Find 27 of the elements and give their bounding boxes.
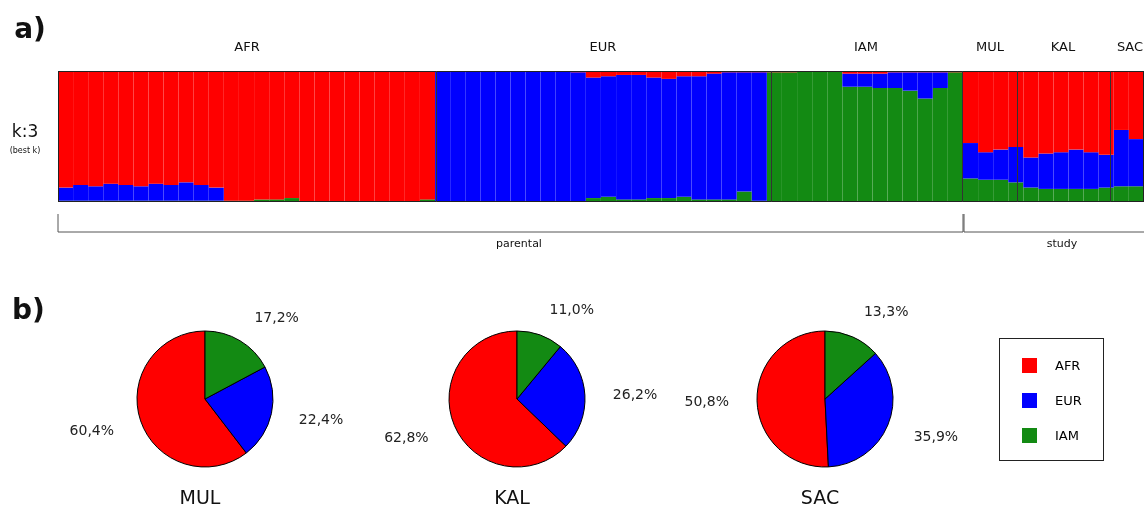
data-label: 26,2% xyxy=(612,385,658,402)
text: AFR xyxy=(234,38,260,54)
legend-label: EUR xyxy=(1055,393,1082,408)
text: IAM xyxy=(854,38,878,54)
text: SAC xyxy=(799,486,841,508)
data-label: 35,9% xyxy=(913,427,959,444)
text: parental xyxy=(496,236,542,250)
text: b) xyxy=(12,293,45,326)
text: MUL xyxy=(178,486,222,508)
text: k:3 xyxy=(11,121,39,141)
data-label: 11,0% xyxy=(549,300,594,317)
legend-label: AFR xyxy=(1055,358,1081,373)
text: KAL xyxy=(493,486,531,508)
text: SAC xyxy=(1116,38,1144,54)
data-label: 22,4% xyxy=(298,411,344,428)
text: MUL xyxy=(976,38,1004,54)
text: EUR xyxy=(589,38,617,54)
text: KAL xyxy=(1050,38,1076,54)
data-label: 60,4% xyxy=(69,421,115,438)
data-label: 62,8% xyxy=(384,428,429,445)
text: a) xyxy=(14,11,46,45)
data-label: 17,2% xyxy=(254,308,299,325)
text: (best k) xyxy=(9,145,41,155)
data-label: 50,8% xyxy=(684,393,730,410)
text: study xyxy=(1046,236,1078,250)
legend-label: IAM xyxy=(1055,428,1079,443)
data-label: 13,3% xyxy=(863,303,909,320)
